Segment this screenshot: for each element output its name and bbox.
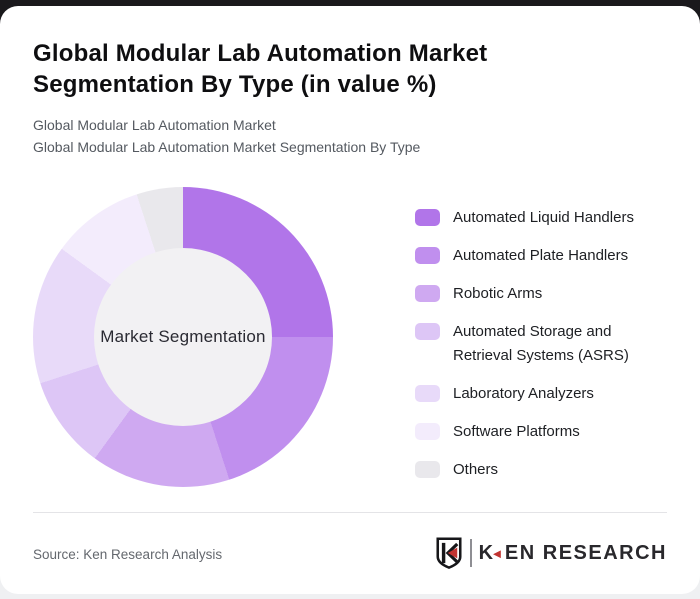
donut-center: Market Segmentation: [94, 248, 272, 426]
subtitle-line-1: Global Modular Lab Automation Market: [33, 117, 276, 133]
legend-item-automated-storage-and-retrieval-systems-asrs: Automated Storage and Retrieval Systems …: [415, 320, 653, 368]
legend-label: Software Platforms: [453, 423, 580, 440]
donut-center-label: Market Segmentation: [100, 327, 266, 346]
page-title: Global Modular Lab Automation Market Seg…: [33, 40, 488, 98]
brand-text: EN RESEARCH: [504, 541, 667, 564]
legend-label: Automated Liquid Handlers: [453, 209, 634, 226]
legend-label: Automated Plate Handlers: [453, 247, 629, 264]
legend-label: Others: [453, 461, 499, 478]
legend-item-automated-liquid-handlers: Automated Liquid Handlers: [415, 206, 653, 230]
legend-swatch-icon: [415, 423, 440, 440]
shield-k-icon: [436, 537, 462, 569]
footer-divider: [33, 512, 667, 513]
legend-swatch-icon: [415, 209, 440, 226]
infographic-card: Global Modular Lab Automation Market Seg…: [0, 6, 700, 594]
subtitle-line-2: Global Modular Lab Automation Market Seg…: [33, 139, 421, 155]
brand-letter-k: K: [478, 541, 495, 564]
brand-wordmark: K ◄ EN RESEARCH: [479, 542, 667, 565]
legend-swatch-icon: [415, 323, 440, 340]
legend-item-software-platforms: Software Platforms: [415, 420, 653, 444]
legend-swatch-icon: [415, 285, 440, 302]
subtitle-block: Global Modular Lab Automation Market Glo…: [33, 114, 420, 158]
legend-swatch-icon: [415, 461, 440, 478]
legend-item-robotic-arms: Robotic Arms: [415, 282, 653, 306]
legend-swatch-icon: [415, 385, 440, 402]
legend-label: Laboratory Analyzers: [453, 385, 594, 402]
brand-red-triangle-icon: ◄: [490, 546, 505, 561]
logo-divider: [469, 539, 472, 567]
source-note: Source: Ken Research Analysis: [33, 547, 223, 562]
legend-item-automated-plate-handlers: Automated Plate Handlers: [415, 244, 653, 268]
legend-swatch-icon: [415, 247, 440, 264]
chart-legend: Automated Liquid Handlers Automated Plate…: [415, 206, 653, 496]
ken-research-logo: K ◄ EN RESEARCH: [434, 533, 667, 573]
legend-label: Robotic Arms: [453, 285, 543, 302]
donut-chart: Market Segmentation: [33, 187, 333, 487]
legend-label: Automated Storage and Retrieval Systems …: [453, 323, 629, 364]
legend-item-laboratory-analyzers: Laboratory Analyzers: [415, 382, 653, 406]
legend-item-others: Others: [415, 458, 653, 482]
